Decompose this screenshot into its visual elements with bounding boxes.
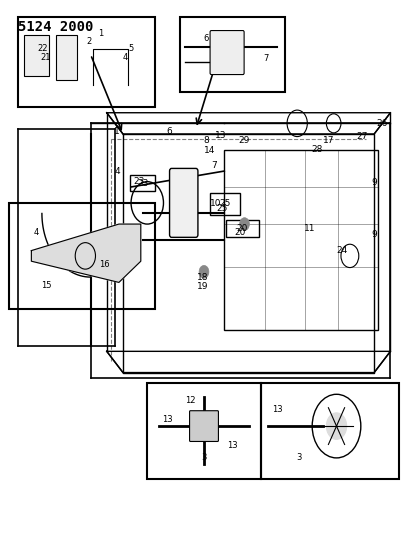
Text: 27: 27 — [356, 132, 368, 141]
FancyBboxPatch shape — [190, 411, 218, 441]
Text: 5124 2000: 5124 2000 — [18, 20, 93, 34]
Text: 6: 6 — [167, 127, 173, 136]
Text: 13: 13 — [272, 406, 283, 414]
Text: 4: 4 — [33, 228, 38, 237]
Text: 29: 29 — [238, 136, 249, 145]
Text: 17: 17 — [323, 136, 335, 145]
Text: 18: 18 — [197, 272, 209, 281]
Text: 5: 5 — [128, 44, 133, 53]
Text: 20: 20 — [234, 228, 245, 237]
Text: 13: 13 — [227, 441, 238, 450]
FancyBboxPatch shape — [24, 35, 49, 76]
Text: 13: 13 — [215, 131, 226, 140]
Text: 12: 12 — [185, 396, 195, 405]
Text: 19: 19 — [197, 282, 209, 291]
Text: 20: 20 — [237, 224, 248, 233]
Text: 4: 4 — [114, 166, 120, 175]
Text: 15: 15 — [41, 281, 51, 290]
Text: 3: 3 — [201, 453, 207, 462]
Text: 16: 16 — [99, 260, 110, 269]
Text: 13: 13 — [162, 415, 173, 424]
Text: 24: 24 — [336, 246, 347, 255]
Text: 23: 23 — [137, 179, 149, 188]
FancyBboxPatch shape — [210, 30, 244, 75]
Text: 9: 9 — [371, 230, 377, 239]
Text: 28: 28 — [312, 146, 323, 155]
Text: 9: 9 — [371, 178, 377, 187]
Text: 2: 2 — [86, 37, 92, 46]
Text: 25: 25 — [217, 204, 228, 213]
Circle shape — [239, 217, 249, 230]
FancyBboxPatch shape — [170, 168, 198, 237]
Text: 10: 10 — [211, 199, 222, 208]
Text: 1: 1 — [98, 29, 103, 38]
Text: 25: 25 — [220, 199, 231, 208]
Text: 22: 22 — [37, 44, 48, 53]
Text: 11: 11 — [304, 224, 315, 233]
Text: 14: 14 — [204, 147, 216, 156]
Circle shape — [199, 265, 209, 278]
Text: 7: 7 — [264, 54, 269, 62]
Text: 23: 23 — [133, 177, 145, 186]
Text: 7: 7 — [211, 161, 217, 170]
Text: 8: 8 — [203, 136, 209, 145]
Text: 3: 3 — [297, 453, 302, 462]
Circle shape — [326, 413, 347, 439]
Text: 6: 6 — [203, 34, 209, 43]
Text: 26: 26 — [377, 119, 388, 128]
Text: 4: 4 — [122, 53, 128, 62]
Polygon shape — [31, 224, 141, 282]
FancyBboxPatch shape — [56, 35, 77, 80]
Text: 1: 1 — [114, 127, 120, 136]
Text: 21: 21 — [40, 53, 51, 62]
